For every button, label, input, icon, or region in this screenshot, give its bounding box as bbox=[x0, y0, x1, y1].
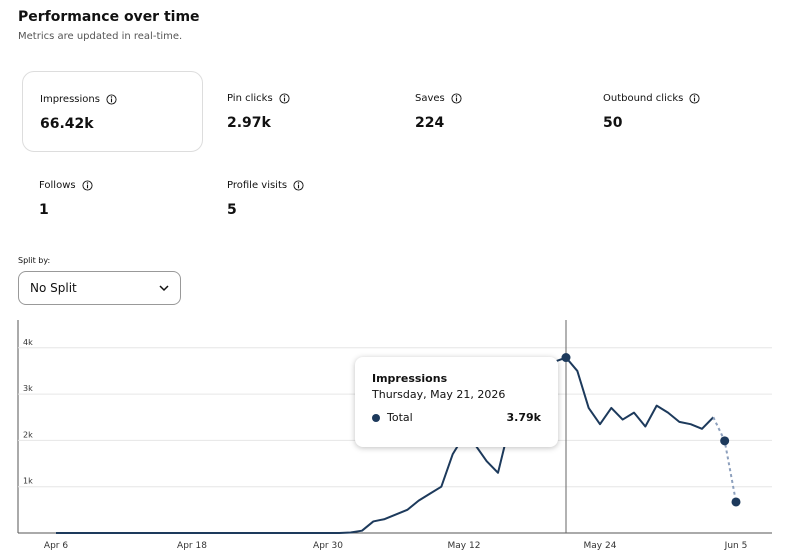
tooltip-date: Thursday, May 21, 2026 bbox=[372, 388, 506, 401]
tooltip-dot bbox=[372, 414, 380, 422]
point bbox=[720, 436, 730, 446]
x-tick-label: Apr 6 bbox=[44, 541, 68, 551]
metric-card[interactable]: Impressions 66.42k bbox=[22, 71, 203, 152]
metric-value: 66.42k bbox=[40, 116, 94, 132]
metric-value: 1 bbox=[39, 202, 49, 218]
line-series-partial bbox=[712, 416, 737, 503]
tooltip: Impressions Thursday, May 21, 2026 Total… bbox=[355, 357, 558, 447]
info-icon[interactable] bbox=[82, 180, 93, 191]
metric-card[interactable]: Pin clicks 2.97k bbox=[210, 71, 391, 152]
info-icon[interactable] bbox=[451, 93, 462, 104]
subtitle: Metrics are updated in real-time. bbox=[18, 31, 183, 42]
info-icon[interactable] bbox=[293, 180, 304, 191]
metric-label-row: Follows bbox=[39, 180, 93, 191]
metric-label-row: Outbound clicks bbox=[603, 93, 700, 104]
metric-label: Saves bbox=[415, 93, 445, 104]
y-tick-label: 4k bbox=[23, 338, 33, 347]
tooltip-label: Total bbox=[387, 411, 413, 424]
metric-label-row: Impressions bbox=[40, 94, 117, 105]
metric-value: 50 bbox=[603, 115, 623, 131]
y-tick-label: 1k bbox=[23, 477, 33, 486]
metric-card[interactable]: Follows 1 bbox=[22, 158, 203, 239]
metric-value: 2.97k bbox=[227, 115, 271, 131]
metric-label: Profile visits bbox=[227, 180, 288, 191]
y-tick-label: 2k bbox=[23, 430, 33, 439]
point bbox=[561, 353, 571, 363]
metric-card[interactable]: Outbound clicks 50 bbox=[586, 71, 767, 152]
tooltip-value: 3.79k bbox=[506, 411, 541, 424]
info-icon[interactable] bbox=[106, 94, 117, 105]
chevron bbox=[159, 285, 169, 292]
split-selected: No Split bbox=[30, 281, 77, 295]
y-tick-label: 3k bbox=[23, 384, 33, 393]
x-tick-label: May 12 bbox=[448, 541, 481, 551]
metric-label: Follows bbox=[39, 180, 76, 191]
metric-card[interactable]: Saves 224 bbox=[398, 71, 579, 152]
x-tick-label: Jun 5 bbox=[724, 541, 748, 551]
x-tick-label: Apr 18 bbox=[177, 541, 207, 551]
x-tick-label: Apr 30 bbox=[313, 541, 343, 551]
metric-label: Pin clicks bbox=[227, 93, 273, 104]
metric-label: Outbound clicks bbox=[603, 93, 684, 104]
line-series bbox=[56, 356, 715, 534]
metric-value: 5 bbox=[227, 202, 237, 218]
metric-card[interactable]: Profile visits 5 bbox=[210, 158, 391, 239]
tooltip-title: Impressions bbox=[372, 372, 448, 385]
split-label: Split by: bbox=[18, 256, 51, 265]
split-dropdown[interactable]: No Split bbox=[18, 271, 181, 305]
metric-value: 224 bbox=[415, 115, 445, 131]
info-icon[interactable] bbox=[689, 93, 700, 104]
metric-label: Impressions bbox=[40, 94, 100, 105]
title: Performance over time bbox=[18, 9, 200, 25]
metric-label-row: Saves bbox=[415, 93, 462, 104]
x-tick-label: May 24 bbox=[584, 541, 617, 551]
metric-label-row: Pin clicks bbox=[227, 93, 290, 104]
point bbox=[731, 497, 741, 507]
info-icon[interactable] bbox=[279, 93, 290, 104]
metric-label-row: Profile visits bbox=[227, 180, 304, 191]
